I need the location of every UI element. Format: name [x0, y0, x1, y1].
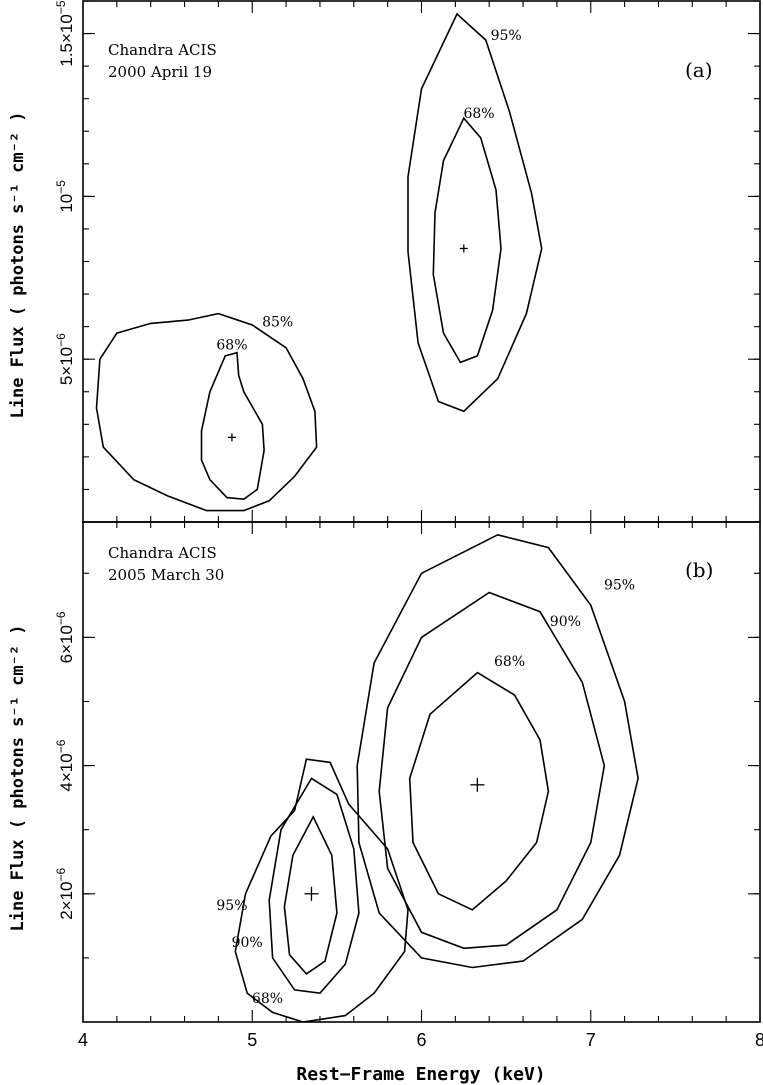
panel-a-ytick-label: 10−5: [54, 180, 76, 213]
panel-a-date: 2000 April 19: [108, 63, 212, 81]
panel-a-contour-label: 68%: [216, 337, 247, 353]
panel-a-letter: (a): [685, 58, 713, 82]
panel-a-contour-label: 68%: [463, 106, 494, 122]
panel-b-instrument: Chandra ACIS: [108, 544, 217, 562]
panel-a-contour-label: 95%: [491, 28, 522, 44]
panel-a-contour-95pct: [407, 12, 543, 413]
panel-b-contour-90pct: [378, 591, 606, 950]
x-tick-label: 5: [247, 1030, 257, 1050]
panel-a-contour-68pct: [200, 351, 265, 501]
panel-b-contour-label: 95%: [216, 898, 247, 914]
panel-b-contour-95pct: [356, 533, 639, 969]
panel-b-frame: [82, 521, 761, 1023]
panel-a-ytick-label: 1.5×10−5: [54, 0, 76, 66]
panel-b-contour-label: 95%: [604, 577, 635, 593]
x-tick-label: 8: [755, 1030, 763, 1050]
panel-b-ytick-label: 6×10−6: [54, 611, 76, 663]
panel-b-contour-95pct: [234, 758, 409, 1023]
x-tick-label: 7: [586, 1030, 596, 1050]
panel-b-contour-68pct: [283, 815, 338, 975]
panel-a-ytick-label: 5×10−6: [54, 333, 76, 385]
x-axis-title: Rest−Frame Energy (keV): [296, 1064, 545, 1085]
panel-b-letter: (b): [685, 558, 713, 582]
panel-b-ytick-label: 4×10−6: [54, 739, 76, 791]
panel-b-date: 2005 March 30: [108, 566, 224, 584]
panel-b-contour-68pct: [408, 671, 550, 911]
x-tick-label: 6: [416, 1030, 426, 1050]
x-tick-label: 4: [78, 1030, 88, 1050]
panel-b-y-axis-title: Line Flux ( photons s⁻¹ cm⁻² ): [8, 624, 28, 931]
panel-b-contour-label: 68%: [252, 991, 283, 1007]
panel-b-contour-label: 90%: [550, 614, 581, 630]
panel-a-contour-68pct: [432, 116, 502, 364]
panel-a-instrument: Chandra ACIS: [108, 41, 217, 59]
panel-a-y-axis-title: Line Flux ( photons s⁻¹ cm⁻² ): [8, 111, 28, 418]
panel-a-contour-label: 85%: [262, 315, 293, 331]
panel-b-ytick-label: 2×10−6: [54, 867, 76, 919]
panel-b-contour-90pct: [268, 777, 360, 995]
panel-b-contour-label: 68%: [494, 654, 525, 670]
panel-a-contour-85pct: [95, 312, 318, 512]
panel-b-contour-label: 90%: [232, 935, 263, 951]
